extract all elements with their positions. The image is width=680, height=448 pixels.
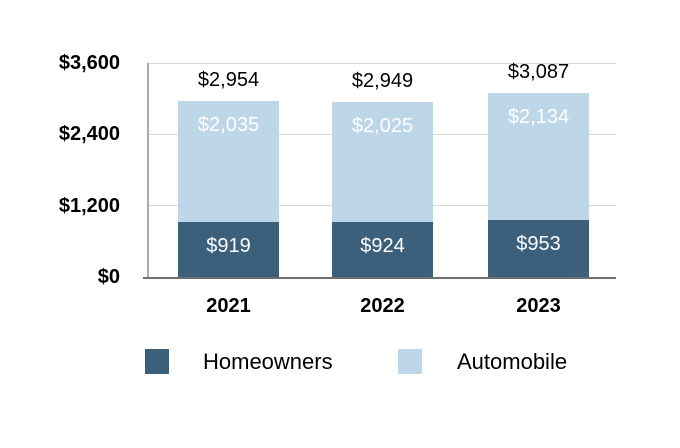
- bar-segment-homeowners-2022: $924: [332, 222, 433, 277]
- x-axis-line: [143, 277, 616, 279]
- x-axis-category-label-2023: 2023: [516, 295, 561, 317]
- bar-segment-label: $2,035: [197, 114, 260, 137]
- y-axis-tick-label: $3,600: [58, 52, 120, 74]
- legend-label: Automobile: [457, 349, 568, 374]
- bar-segment-homeowners-2023: $953: [488, 220, 589, 277]
- legend-swatch-automobile: [398, 349, 422, 374]
- y-axis-tick-label: $1,200: [58, 194, 120, 217]
- x-axis-category-label-2022: 2022: [360, 295, 405, 317]
- plot-area: $919 $2,035 $924 $2,025 $953 $2,134: [143, 62, 616, 279]
- bar-segment-label: $2,134: [507, 106, 570, 129]
- bar-segment-label: $2,025: [351, 114, 414, 137]
- y-axis-tick-label: $2,400: [58, 123, 120, 146]
- bar-segment-automobile-2022: $2,025: [332, 101, 433, 223]
- bar-segment-automobile-2021: $2,035: [178, 101, 279, 223]
- bar-total-label: $3,087: [507, 61, 570, 84]
- bar-segment-automobile-2023: $2,134: [488, 93, 589, 221]
- bar-segment-homeowners-2021: $919: [178, 222, 279, 277]
- y-axis-line: [147, 63, 149, 277]
- bar-segment-label: $953: [516, 233, 561, 256]
- legend-label: Homeowners: [203, 349, 333, 374]
- bar-segment-label: $924: [360, 235, 405, 258]
- x-axis-category-label-2021: 2021: [206, 295, 251, 317]
- bar-total-label: $2,949: [351, 69, 414, 92]
- bar-segment-label: $919: [206, 235, 251, 258]
- legend-swatch-homeowners: [145, 349, 169, 374]
- gridline: [148, 62, 616, 64]
- y-axis-tick-label: $0: [97, 266, 120, 288]
- bar-total-label: $2,954: [197, 69, 260, 92]
